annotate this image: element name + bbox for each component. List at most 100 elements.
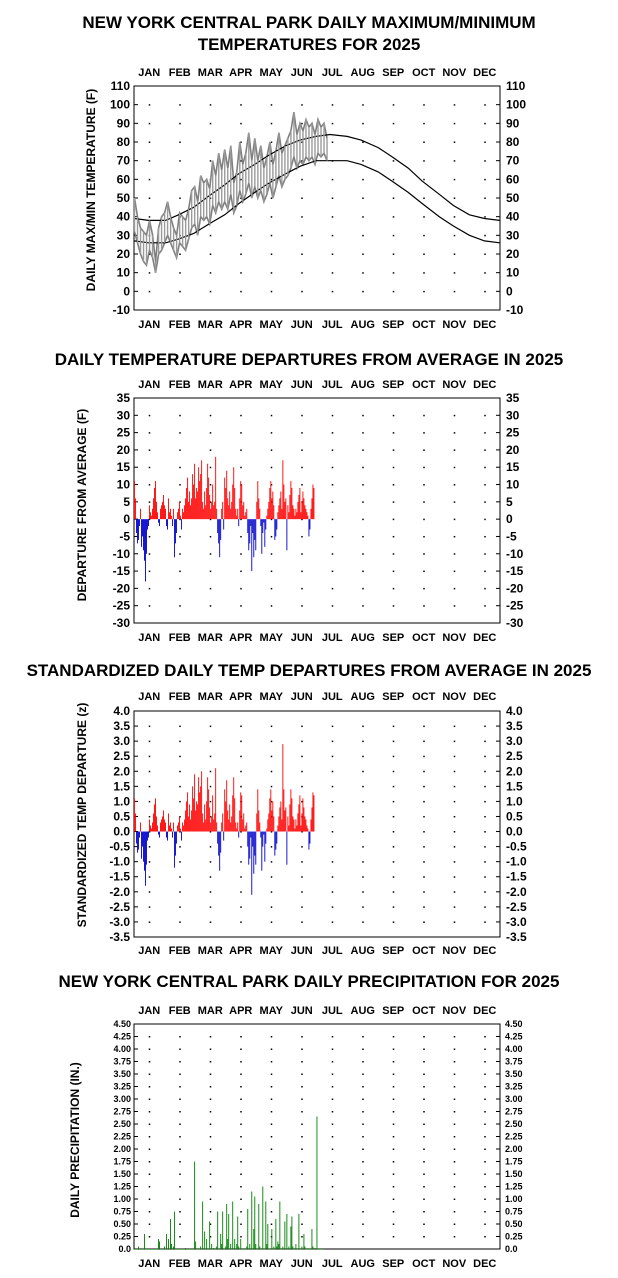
grid-dot	[301, 1223, 303, 1225]
grid-dot	[331, 1061, 334, 1063]
departure-bar	[138, 519, 139, 540]
month-label-bottom: AUG	[351, 632, 375, 644]
grid-dot	[362, 815, 364, 818]
ytick-label-right: 25	[506, 426, 520, 440]
departure-bar	[172, 519, 173, 527]
month-label-bottom: NOV	[442, 319, 467, 331]
departure-bar	[159, 831, 160, 838]
grid-dot	[270, 921, 273, 923]
departure-bar	[256, 501, 258, 520]
grid-dot	[392, 1223, 395, 1225]
grid-dot	[453, 605, 456, 607]
departure-bar	[243, 813, 245, 832]
grid-dot	[331, 1048, 334, 1050]
grid-dot	[148, 518, 151, 521]
departure-bar	[214, 813, 216, 832]
ytick-label-left: 0.75	[113, 1207, 131, 1217]
grid-dot	[423, 831, 425, 833]
precip-bar	[149, 1249, 150, 1250]
departure-bar	[201, 460, 203, 520]
grid-dot	[209, 1148, 212, 1150]
precip-bar	[282, 1246, 284, 1249]
departure-bar	[272, 801, 274, 832]
grid-dot	[240, 1223, 242, 1225]
departure-bar	[210, 822, 212, 832]
grid-dot	[179, 518, 181, 521]
grid-dot	[453, 178, 456, 181]
grid-dot	[148, 891, 151, 893]
departure-bar	[195, 498, 197, 520]
ytick-label-right: 3.25	[505, 1082, 523, 1092]
departure-bar	[186, 488, 188, 520]
precip-bar	[135, 1249, 136, 1250]
grid-dot	[362, 785, 364, 788]
ytick-label-left: -30	[113, 616, 131, 630]
departure-bar	[228, 819, 230, 832]
grid-dot	[209, 553, 212, 555]
precip-bar	[188, 1249, 190, 1250]
grid-dot	[331, 1198, 334, 1200]
grid-dot	[301, 1198, 303, 1200]
grid-dot	[484, 1198, 486, 1200]
ytick-label-right: -1.0	[506, 855, 527, 869]
grid-dot	[270, 1036, 273, 1038]
grid-dot	[148, 1198, 151, 1200]
grid-dot	[453, 891, 456, 893]
departure-bar	[270, 789, 272, 832]
month-label-top: JUL	[322, 691, 343, 703]
grid-dot	[148, 1073, 151, 1075]
grid-dot	[362, 605, 364, 607]
month-label-top: OCT	[412, 67, 436, 79]
grid-dot	[362, 1211, 364, 1213]
grid-dot	[484, 906, 486, 908]
departure-bar	[239, 498, 241, 520]
grid-dot	[484, 272, 486, 274]
grid-dot	[484, 891, 486, 893]
grid-dot	[423, 141, 425, 143]
ytick-label-right: 3.00	[505, 1094, 523, 1104]
departure-bar	[197, 804, 199, 832]
departure-bar	[235, 822, 237, 832]
grid-dot	[453, 587, 456, 590]
grid-dot	[240, 785, 242, 788]
departure-bar	[166, 831, 167, 838]
precip-bar	[308, 1249, 310, 1250]
departure-bar	[303, 807, 305, 832]
grid-dot	[240, 831, 242, 833]
departure-bar	[139, 831, 140, 838]
grid-dot	[301, 770, 303, 773]
ytick-label-left: 100	[110, 98, 130, 112]
departure-bar	[161, 819, 162, 832]
ytick-label-right: 50	[506, 191, 520, 205]
precip-bar	[286, 1214, 288, 1249]
departure-bar	[188, 816, 190, 832]
precip-bar	[319, 1249, 321, 1250]
departure-bar	[167, 831, 168, 841]
precip-bar	[292, 1246, 294, 1249]
precip-bar	[173, 1246, 175, 1249]
grid-dot	[209, 1236, 212, 1238]
grid-dot	[331, 432, 334, 434]
grid-dot	[301, 160, 303, 162]
departure-bar	[278, 505, 280, 520]
precip-bar	[244, 1249, 246, 1250]
grid-dot	[270, 1161, 273, 1163]
grid-dot	[423, 587, 425, 590]
grid-dot	[331, 755, 334, 758]
grid-dot	[362, 1061, 364, 1063]
grid-dot	[392, 501, 395, 503]
grid-dot	[331, 740, 334, 743]
grid-dot	[209, 906, 212, 908]
grid-dot	[392, 1111, 395, 1113]
grid-dot	[453, 160, 456, 162]
ytick-label-right: 80	[506, 135, 520, 149]
grid-dot	[301, 484, 303, 486]
departure-bar	[280, 801, 282, 832]
grid-dot	[240, 1236, 242, 1238]
grid-dot	[301, 1036, 303, 1038]
month-label-bottom: APR	[229, 319, 252, 331]
grid-dot	[240, 1136, 242, 1138]
precip-bar	[287, 1249, 289, 1250]
grid-dot	[392, 740, 395, 743]
grid-dot	[209, 1111, 212, 1113]
